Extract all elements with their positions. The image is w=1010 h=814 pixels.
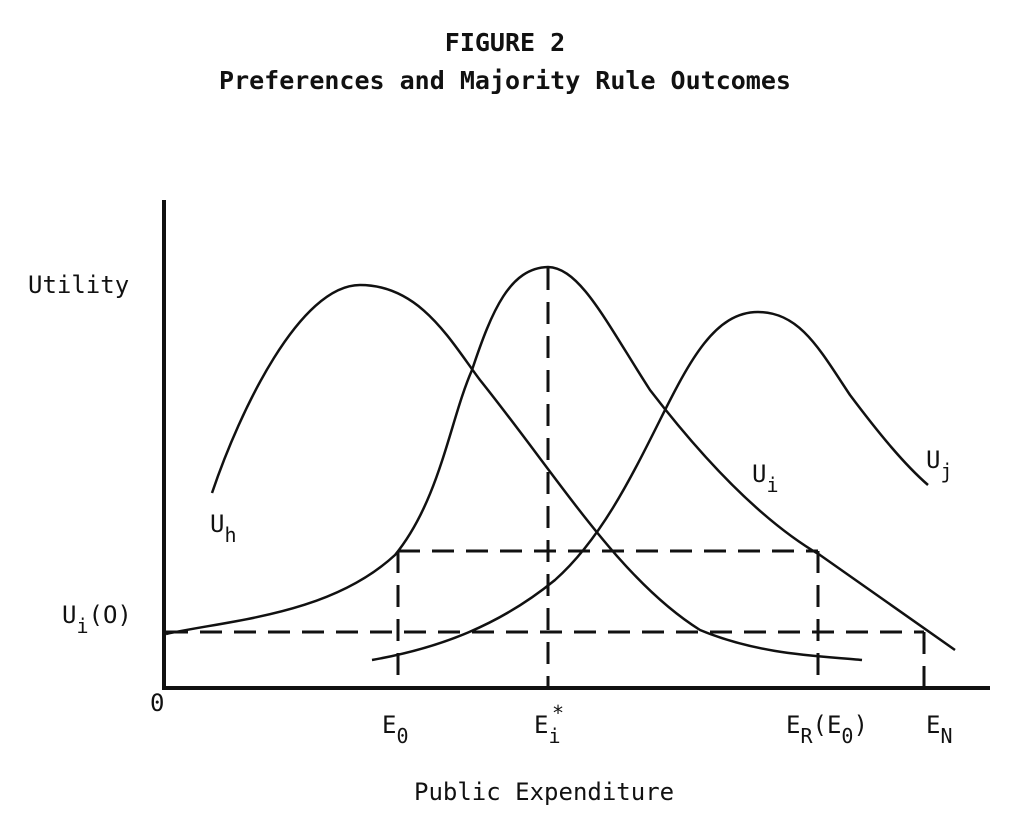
x-axis-label: Public Expenditure	[414, 778, 674, 806]
x-tick-e0: E0	[382, 711, 409, 748]
curve-label-uh: Uh	[210, 510, 237, 547]
x-tick-ei-star-asterisk: *	[552, 701, 564, 725]
curve-uj	[371, 310, 929, 662]
chart-title: Preferences and Majority Rule Outcomes	[219, 66, 791, 95]
x-tick-er-e0: ER(E0)	[786, 711, 868, 748]
x-tick-en: EN	[926, 711, 953, 748]
origin-label: 0	[150, 689, 164, 717]
curve-ui	[165, 265, 956, 652]
curve-label-ui: Ui	[752, 460, 779, 497]
curve-label-uj: Uj	[926, 446, 953, 483]
x-tick-ei-star: Ei	[534, 711, 561, 748]
curve-uh	[210, 283, 863, 662]
y-axis-label: Utility	[28, 271, 129, 299]
figure-number: FIGURE 2	[444, 28, 566, 57]
y-tick-ui0: Ui(O)	[62, 601, 132, 638]
